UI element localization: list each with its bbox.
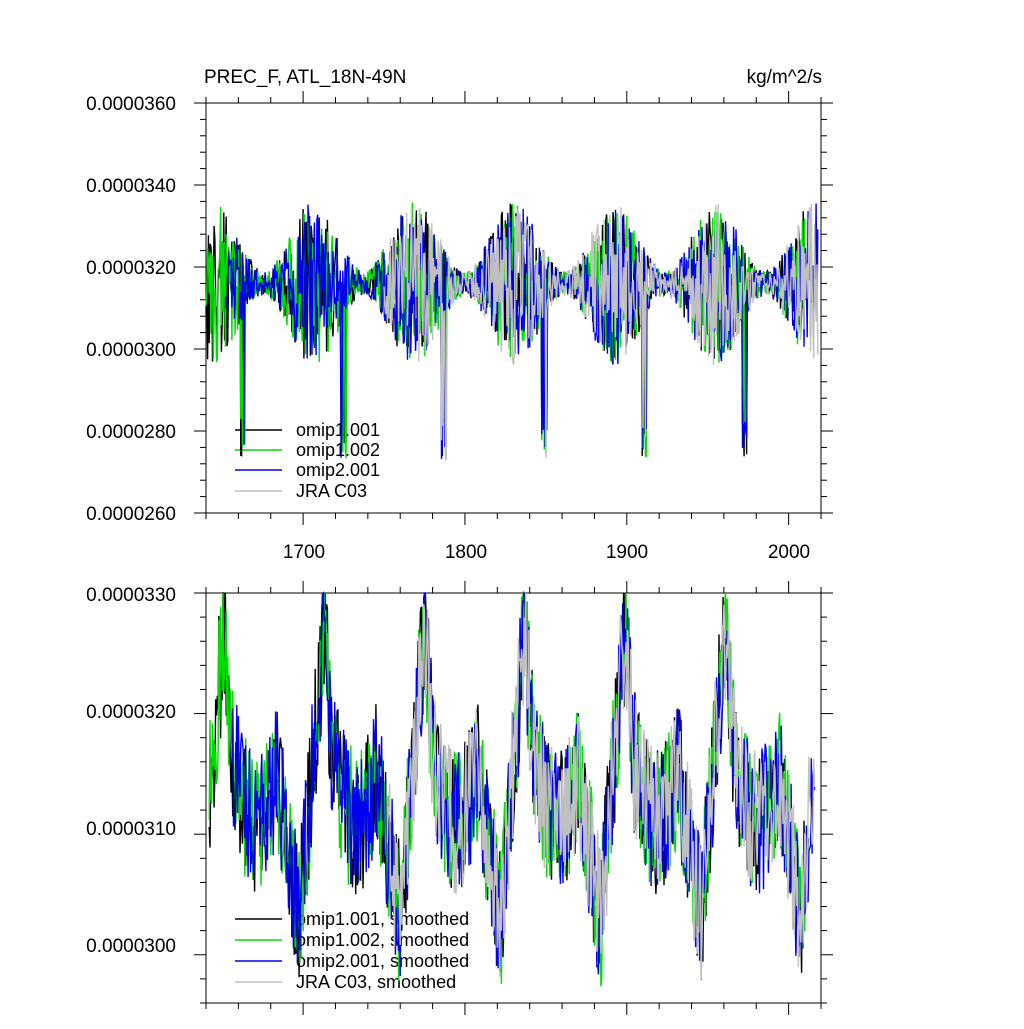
bottom-panel: 0.0000330 0.0000320 0.0000310 0.0000300 …	[86, 581, 833, 1015]
x-tick-label: 1700	[283, 542, 325, 563]
series-line-jra-c03-smoothed	[386, 592, 816, 980]
y-tick-label: 0.0000360	[86, 94, 176, 115]
legend-label: omip1.002	[296, 440, 380, 460]
x-tick-label: 1800	[445, 542, 487, 563]
y-tick-label: 0.0000320	[86, 258, 176, 279]
legend-label: JRA C03	[296, 481, 367, 501]
y-tick-label: 0.0000300	[86, 340, 176, 361]
legend: omip1.001, smoothed omip1.002, smoothed …	[235, 909, 469, 992]
legend-label: omip1.001, smoothed	[296, 909, 469, 929]
y-tick-label: 0.0000280	[86, 422, 176, 443]
y-tick-label: 0.0000340	[86, 176, 176, 197]
legend-label: JRA C03, smoothed	[296, 972, 456, 992]
legend-label: omip2.001, smoothed	[296, 951, 469, 971]
legend-label: omip2.001	[296, 460, 380, 480]
x-tick-label: 2000	[768, 542, 810, 563]
series-line-jra-c03	[383, 203, 819, 462]
y-tick-label: 0.0000330	[86, 585, 176, 606]
x-axis-labels: 1700 1800 1900 2000	[283, 542, 810, 563]
y-axis-labels: 0.0000360 0.0000340 0.0000320 0.0000300 …	[86, 94, 176, 525]
y-axis-labels: 0.0000330 0.0000320 0.0000310 0.0000300	[86, 585, 176, 957]
y-tick-label: 0.0000260	[86, 504, 176, 525]
y-tick-label: 0.0000320	[86, 702, 176, 723]
legend-label: omip1.002, smoothed	[296, 930, 469, 950]
legend-label: omip1.001	[296, 420, 380, 440]
x-tick-label: 1900	[606, 542, 648, 563]
plot-frame	[205, 592, 822, 1004]
top-panel: PREC_F, ATL_18N-49N kg/m^2/s 0.0000360 0…	[86, 67, 833, 563]
y-tick-label: 0.0000300	[86, 936, 176, 957]
chart-units: kg/m^2/s	[747, 67, 822, 88]
series-line-omip2-001-smoothed	[231, 590, 816, 977]
legend: omip1.001 omip1.002 omip2.001 JRA C03	[235, 420, 380, 501]
chart-title: PREC_F, ATL_18N-49N	[204, 67, 406, 88]
y-tick-label: 0.0000310	[86, 819, 176, 840]
